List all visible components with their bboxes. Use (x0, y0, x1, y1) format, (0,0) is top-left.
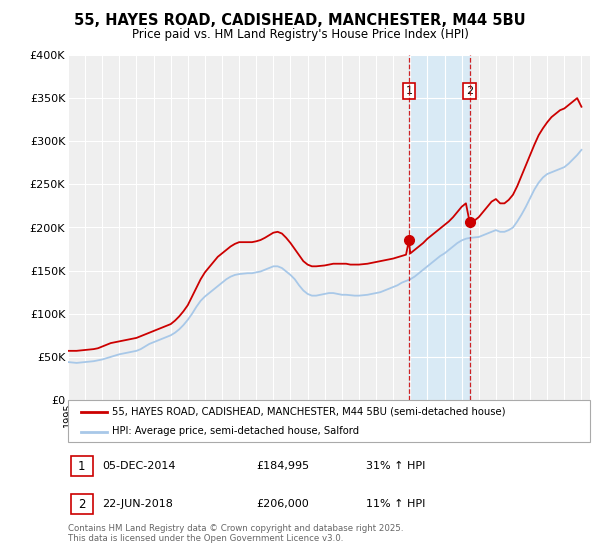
Text: 31% ↑ HPI: 31% ↑ HPI (365, 461, 425, 471)
Text: 55, HAYES ROAD, CADISHEAD, MANCHESTER, M44 5BU (semi-detached house): 55, HAYES ROAD, CADISHEAD, MANCHESTER, M… (112, 407, 506, 417)
FancyBboxPatch shape (68, 400, 590, 442)
Text: 11% ↑ HPI: 11% ↑ HPI (365, 499, 425, 509)
Text: £206,000: £206,000 (256, 499, 308, 509)
Text: Contains HM Land Registry data © Crown copyright and database right 2025.
This d: Contains HM Land Registry data © Crown c… (68, 524, 404, 543)
Text: 2: 2 (466, 86, 473, 96)
FancyBboxPatch shape (71, 493, 92, 515)
Text: HPI: Average price, semi-detached house, Salford: HPI: Average price, semi-detached house,… (112, 427, 359, 436)
Text: 22-JUN-2018: 22-JUN-2018 (102, 499, 173, 509)
Text: 1: 1 (78, 460, 85, 473)
FancyBboxPatch shape (71, 456, 92, 477)
Text: £184,995: £184,995 (256, 461, 309, 471)
Text: Price paid vs. HM Land Registry's House Price Index (HPI): Price paid vs. HM Land Registry's House … (131, 28, 469, 41)
Bar (409, 55, 470, 400)
Text: 05-DEC-2014: 05-DEC-2014 (102, 461, 175, 471)
Text: 2: 2 (78, 497, 85, 511)
Text: 55, HAYES ROAD, CADISHEAD, MANCHESTER, M44 5BU: 55, HAYES ROAD, CADISHEAD, MANCHESTER, M… (74, 13, 526, 28)
Text: 1: 1 (406, 86, 412, 96)
